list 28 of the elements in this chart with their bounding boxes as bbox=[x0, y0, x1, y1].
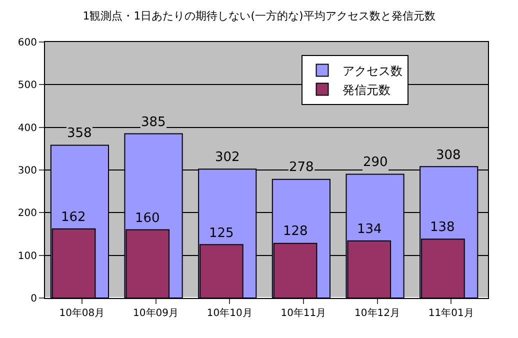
data-label: 302 bbox=[215, 150, 240, 165]
legend-label: 発信元数 bbox=[342, 82, 390, 97]
data-label: 278 bbox=[289, 160, 314, 175]
legend-label: アクセス数 bbox=[342, 64, 402, 78]
data-label: 385 bbox=[141, 115, 166, 130]
x-tick-label: 10年08月 bbox=[59, 307, 105, 319]
chart-title: 1観測点・1日あたりの期待しない(一方的な)平均アクセス数と発信元数 bbox=[82, 10, 436, 23]
y-tick-label: 300 bbox=[18, 166, 37, 176]
data-label: 162 bbox=[61, 210, 86, 225]
y-tick-label: 500 bbox=[18, 80, 37, 92]
data-label: 138 bbox=[430, 220, 455, 235]
y-tick-label: 200 bbox=[18, 208, 37, 220]
y-tick-label: 400 bbox=[18, 122, 37, 134]
y-tick-label: 100 bbox=[18, 250, 37, 262]
data-label: 125 bbox=[209, 226, 234, 241]
data-label: 358 bbox=[67, 126, 92, 141]
data-label: 128 bbox=[283, 224, 308, 239]
x-tick-label: 11年01月 bbox=[428, 307, 474, 319]
data-label: 134 bbox=[357, 222, 382, 237]
x-tick-label: 10年10月 bbox=[206, 307, 252, 319]
y-tick-label: 600 bbox=[18, 38, 37, 48]
x-tick-label: 10年09月 bbox=[133, 307, 178, 319]
y-tick-label: 0 bbox=[30, 294, 37, 304]
x-tick-label: 10年12月 bbox=[354, 307, 400, 319]
x-tick-label: 10年11月 bbox=[280, 307, 326, 319]
data-label: 160 bbox=[135, 211, 160, 226]
data-label: 290 bbox=[363, 155, 388, 170]
data-label: 308 bbox=[436, 148, 461, 163]
